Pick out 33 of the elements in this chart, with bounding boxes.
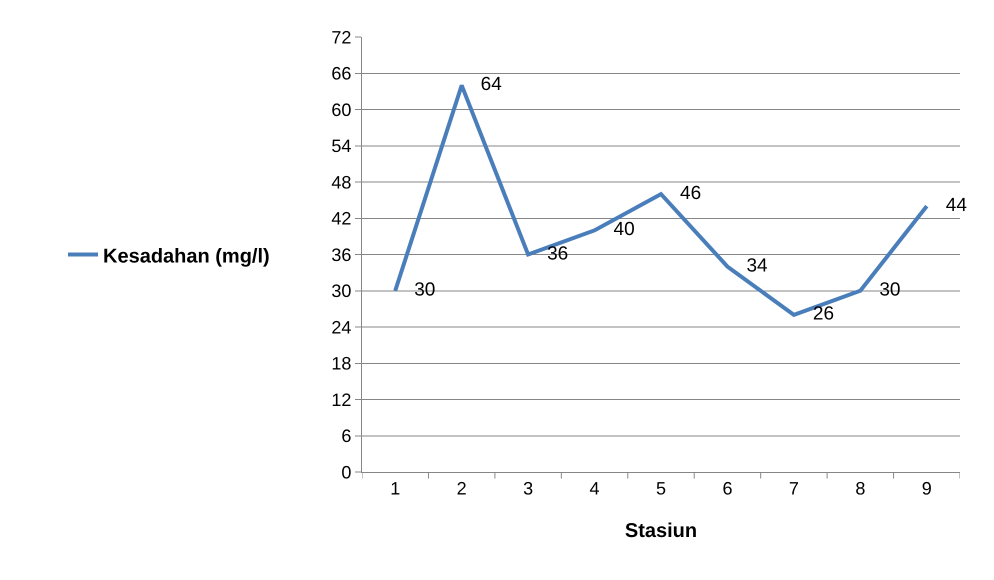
y-tick-label: 66 xyxy=(331,64,352,84)
data-label: 26 xyxy=(794,304,834,325)
data-label: 44 xyxy=(926,194,968,216)
y-tick-label: 72 xyxy=(331,27,352,48)
data-label: 46 xyxy=(661,182,702,204)
x-axis-title: Stasiun xyxy=(624,520,698,542)
x-tick-label: 8 xyxy=(855,478,866,499)
y-tick-label: 30 xyxy=(331,281,352,302)
y-tick-label: 42 xyxy=(331,208,352,229)
y-tick-label: 48 xyxy=(331,172,352,192)
x-tick-label: 5 xyxy=(656,478,666,499)
y-tick-label: 0 xyxy=(341,462,352,482)
y-tick-label: 12 xyxy=(331,390,352,410)
x-tick-label: 6 xyxy=(722,478,732,499)
x-tick-label: 7 xyxy=(788,478,799,499)
x-tick-label: 4 xyxy=(590,478,600,499)
data-label: 30 xyxy=(860,280,900,300)
x-tick-label: 1 xyxy=(390,478,400,499)
y-tick-label: 6 xyxy=(341,426,352,446)
y-tick-label: 54 xyxy=(331,136,352,156)
y-tick-label: 60 xyxy=(331,100,352,120)
x-tick-label: 3 xyxy=(523,478,534,499)
y-tick-label: 36 xyxy=(331,244,352,265)
data-label: 30 xyxy=(395,280,436,300)
data-label: 36 xyxy=(528,243,568,264)
data-label: 40 xyxy=(594,219,635,240)
x-tick-label: 9 xyxy=(922,478,932,499)
y-tick-label: 18 xyxy=(331,354,352,374)
y-tick-label: 24 xyxy=(331,317,352,338)
x-tick-label: 2 xyxy=(456,478,467,499)
data-label: 34 xyxy=(727,255,768,276)
data-label: 64 xyxy=(462,74,502,96)
legend-label: Kesadahan (mg/l) xyxy=(103,245,270,268)
